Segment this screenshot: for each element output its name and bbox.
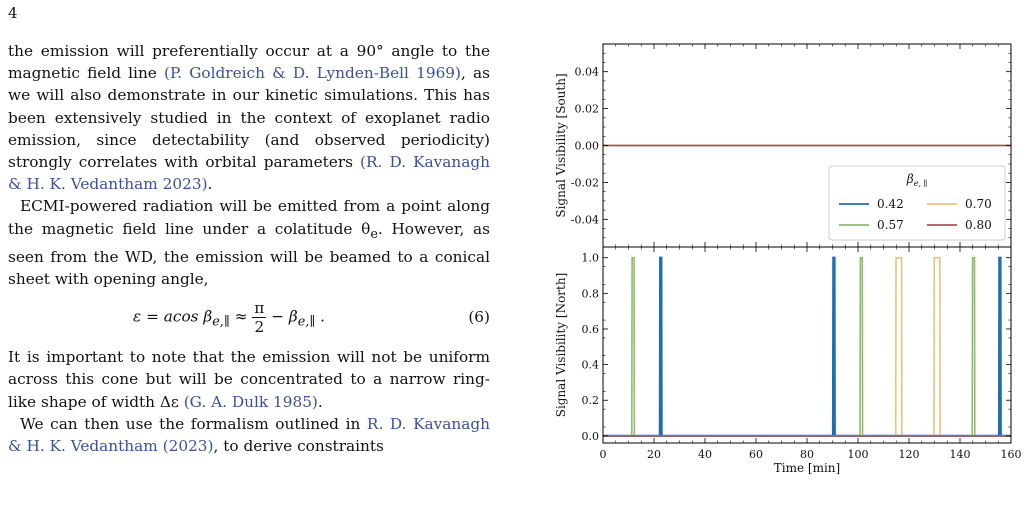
- top-ytick-label: -0.04: [571, 213, 599, 226]
- bottom-ytick-label: 0.4: [582, 359, 600, 372]
- signal-visibility-figure: -0.04 -0.02 0.00 0.02 0.04 Signal Visibility …: [554, 43, 1022, 475]
- legend-entry-label: 0.42: [877, 197, 904, 211]
- top-ytick-label: -0.02: [571, 176, 599, 189]
- legend-title-sub: e, ∥: [914, 179, 928, 188]
- equation-body: ε = acos βe,∥ ≈ π 2 − βe,∥ .: [8, 299, 450, 336]
- bottom-ytick-label: 1.0: [582, 252, 600, 265]
- north-series-line: [603, 256, 1011, 437]
- text-run: the emission will preferentially occur a…: [8, 42, 490, 83]
- bottom-ytick-label: 0.8: [582, 287, 600, 300]
- text-run: It is important to note that the emissio…: [8, 348, 490, 411]
- eq-tail-sub: e,∥: [297, 314, 316, 330]
- citation-link[interactable]: (R. D. Kavanagh & H. K. Vedantham 2023): [8, 153, 490, 194]
- paragraph: the emission will preferentially occur a…: [8, 40, 490, 195]
- bottom-xtick-label: 60: [749, 448, 763, 461]
- eq-numerator: π: [252, 298, 267, 318]
- top-ytick-label: 0.00: [575, 140, 600, 153]
- text-run: .: [207, 175, 213, 194]
- bottom-xtick-label: 100: [848, 448, 869, 461]
- bottom-xtick-label: 140: [950, 448, 971, 461]
- north-series-line: [603, 256, 1011, 437]
- eq-tail: − β: [266, 307, 298, 326]
- text-run: , as we will also demonstrate in our kin…: [8, 64, 490, 172]
- bottom-xlabel: Time [min]: [774, 461, 840, 475]
- equation-6: ε = acos βe,∥ ≈ π 2 − βe,∥ . (6): [8, 292, 490, 342]
- bottom-xtick-label: 0: [600, 448, 607, 461]
- text-run: We can then use the formalism outlined i…: [20, 414, 367, 433]
- bottom-plot-frame: [602, 246, 1012, 444]
- paragraph: ECMI-powered radiation will be emitted f…: [8, 195, 490, 290]
- eq-denominator: 2: [254, 317, 265, 336]
- eq-lhs: ε = acos β: [133, 307, 213, 326]
- text-column: the emission will preferentially occur a…: [8, 40, 490, 457]
- citation-link[interactable]: R. D. Kavanagh & H. K. Vedantham (2023): [8, 414, 490, 456]
- bottom-ytick-label: 0.6: [582, 323, 600, 336]
- text-run: .: [317, 392, 323, 411]
- bottom-ylabel: Signal Visibility [North]: [554, 273, 568, 418]
- eq-lhs-sub: e,∥: [212, 314, 230, 330]
- top-ytick-label: 0.04: [575, 66, 600, 79]
- bottom-xtick-label: 40: [698, 448, 712, 461]
- bottom-xtick-label: 80: [800, 448, 814, 461]
- bottom-xtick-label: 120: [899, 448, 920, 461]
- subscript: e: [370, 226, 378, 242]
- top-ylabel: Signal Visibility [South]: [554, 73, 568, 217]
- citation-link[interactable]: (G. A. Dulk 1985): [183, 392, 318, 411]
- paragraph: We can then use the formalism outlined i…: [8, 413, 490, 457]
- paragraph: It is important to note that the emissio…: [8, 346, 490, 413]
- legend-entry-label: 0.70: [965, 197, 992, 211]
- bottom-xtick-label: 20: [647, 448, 661, 461]
- top-ytick-label: 0.02: [575, 103, 600, 116]
- legend-entry-label: 0.80: [965, 218, 992, 232]
- bottom-ytick-label: 0.0: [582, 430, 600, 443]
- text-run: . However, as seen from the WD, the emis…: [8, 219, 490, 289]
- figure: -0.04 -0.02 0.00 0.02 0.04 Signal Visibility …: [545, 36, 1025, 506]
- text-run: , to derive constraints: [213, 437, 384, 456]
- bottom-xtick-label: 160: [1001, 448, 1022, 461]
- citation-link[interactable]: (P. Goldreich & D. Lynden-Bell 1969): [164, 64, 462, 83]
- text-run: ECMI-powered radiation will be emitted f…: [8, 197, 490, 238]
- page-number: 4: [8, 4, 18, 22]
- legend-box: [828, 165, 1006, 241]
- eq-approx: ≈: [229, 307, 253, 326]
- eq-end: .: [315, 307, 325, 326]
- bottom-ytick-label: 0.2: [582, 394, 600, 407]
- north-series-line: [603, 256, 1011, 437]
- legend-entry-label: 0.57: [877, 218, 904, 232]
- equation-number: (6): [468, 308, 490, 327]
